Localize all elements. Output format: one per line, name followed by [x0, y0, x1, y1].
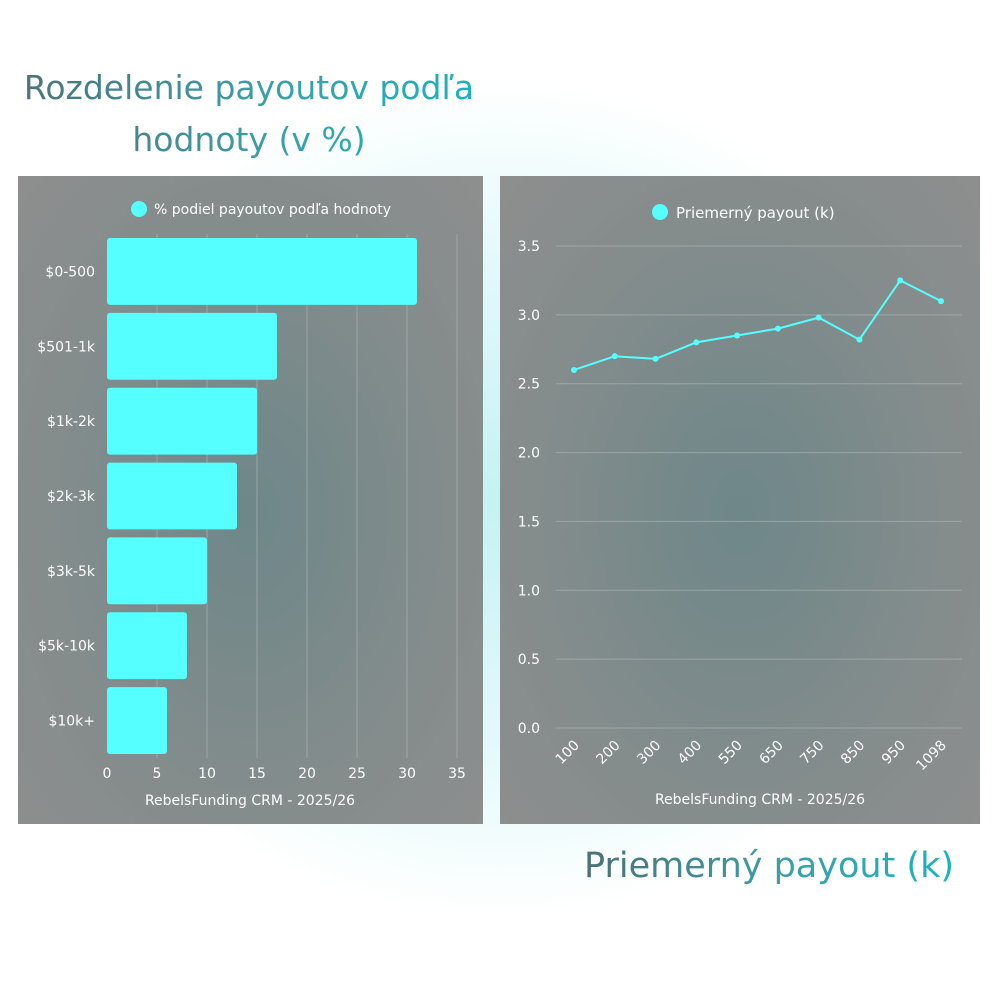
line-y-tick-label: 3.0 [518, 308, 540, 324]
line-point [571, 366, 577, 373]
bar-x-tick-label: 30 [398, 766, 416, 782]
line-point [774, 325, 781, 332]
bar-category-label: $501-1k [37, 339, 96, 355]
bar [107, 238, 417, 305]
bar-x-tick-label: 20 [298, 766, 316, 782]
bar [107, 687, 167, 754]
bar-category-label: $1k-2k [47, 414, 96, 430]
bar-category-label: $5k-10k [38, 639, 96, 655]
line-chart-panel: 0.0 0.5 1.0 1.5 2.0 2.5 3.0 3.5 100 200 300 400 550… [500, 176, 980, 824]
bar-chart-title: Rozdelenie payoutov podľa hodnoty (v %) [0, 62, 498, 166]
line-point [938, 298, 944, 305]
line-x-tick-label: 550 [716, 738, 746, 768]
line-chart-title: Priemerný payout (k) [584, 838, 954, 894]
line-legend-label: Priemerný payout (k) [676, 204, 835, 222]
line-y-tick-label: 2.5 [518, 377, 540, 393]
bar-category-label: $10k+ [48, 714, 95, 730]
line-point [652, 355, 659, 362]
bar-chart-panel: $0-500 $501-1k $1k-2k $2k-3k $3k-5k $5k-10k $1… [18, 176, 483, 824]
bar-x-tick-label: 25 [348, 766, 366, 782]
line-x-tick-label: 750 [797, 738, 827, 768]
line-y-tick-label: 0.0 [518, 721, 540, 737]
bar [107, 612, 187, 680]
bar-x-tick-label: 10 [198, 766, 216, 782]
line-x-tick-label: 1098 [913, 738, 950, 775]
bar-chart: $0-500 $501-1k $1k-2k $2k-3k $3k-5k $5k-10k $1… [37, 201, 466, 809]
line-point [897, 277, 904, 284]
line-legend-swatch [652, 204, 668, 220]
line-x-tick-label: 850 [838, 738, 868, 768]
bar [107, 537, 207, 605]
line-point [611, 353, 618, 360]
line-y-tick-label: 1.5 [518, 514, 540, 530]
line-x-tick-label: 200 [593, 738, 623, 768]
line-x-tick-label: 650 [756, 738, 786, 768]
bar-category-label: $3k-5k [47, 564, 96, 580]
line-x-tick-label: 950 [879, 738, 909, 768]
bar [107, 387, 257, 455]
bar-x-tick-label: 15 [248, 766, 266, 782]
line-point [856, 336, 863, 343]
bar-category-label: $0-500 [45, 264, 95, 280]
line-chart: 0.0 0.5 1.0 1.5 2.0 2.5 3.0 3.5 100 200 300 400 550… [518, 204, 962, 808]
line-y-tick-label: 2.0 [518, 446, 540, 462]
line-series [573, 279, 942, 371]
line-point [693, 339, 700, 346]
bar [107, 462, 237, 530]
bar [107, 312, 277, 380]
bar-x-tick-label: 0 [103, 766, 112, 782]
bar-x-tick-label: 35 [448, 766, 466, 782]
line-y-tick-label: 3.5 [518, 239, 540, 255]
bar-legend-label: % podiel payoutov podľa hodnoty [154, 202, 391, 218]
line-point [815, 314, 822, 321]
bar-x-tick-label: 5 [153, 766, 162, 782]
line-y-tick-label: 0.5 [518, 652, 540, 668]
bar-category-label: $2k-3k [47, 489, 96, 505]
bar-chart-footer: RebelsFunding CRM - 2025/26 [145, 793, 355, 809]
line-x-tick-label: 400 [675, 738, 705, 768]
line-chart-footer: RebelsFunding CRM - 2025/26 [655, 792, 865, 808]
line-y-tick-label: 1.0 [518, 583, 540, 599]
line-x-tick-label: 300 [634, 738, 664, 768]
bar-legend-swatch [131, 201, 147, 217]
line-x-tick-label: 100 [553, 738, 583, 768]
line-point [734, 332, 741, 339]
